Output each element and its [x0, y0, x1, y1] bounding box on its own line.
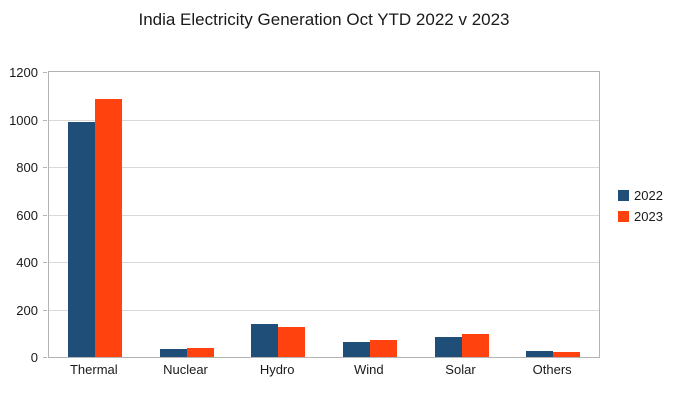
- x-axis: Thermal Nuclear Hydro Wind Solar Others: [48, 362, 600, 382]
- y-axis: 0 200 400 600 800 1000 1200: [0, 66, 48, 365]
- legend-label: 2022: [634, 188, 663, 203]
- plot-area: [48, 71, 600, 358]
- x-tick-label: Others: [532, 362, 572, 377]
- gridline: [49, 262, 599, 263]
- bar-2022-solar: [434, 336, 462, 357]
- chart-title: India Electricity Generation Oct YTD 202…: [138, 10, 510, 29]
- y-tickmark: [43, 262, 47, 263]
- legend-label: 2023: [634, 209, 663, 224]
- legend: 2022 2023: [618, 188, 663, 224]
- x-tick-label: Solar: [445, 362, 476, 377]
- bar-2023-solar: [461, 334, 489, 357]
- legend-swatch-2022: [618, 190, 629, 201]
- bar-2022-wind: [342, 341, 370, 357]
- y-tick-label: 400: [16, 255, 38, 270]
- y-tick-label: 800: [16, 160, 38, 175]
- legend-item-2023: 2023: [618, 209, 663, 224]
- bar-2023-wind: [369, 340, 397, 357]
- y-tickmark: [43, 309, 47, 311]
- y-tickmark: [43, 72, 47, 73]
- gridline: [49, 167, 599, 168]
- x-tick-label: Thermal: [69, 362, 118, 377]
- y-tick-label: 200: [16, 302, 38, 318]
- y-tickmark: [43, 119, 47, 121]
- bar-2023-hydro: [278, 327, 306, 357]
- x-tick-label: Nuclear: [163, 362, 208, 377]
- y-tickmark: [43, 167, 47, 168]
- x-tick-label: Hydro: [259, 362, 295, 377]
- y-tick-label: 1200: [9, 65, 38, 80]
- bar-2023-thermal: [94, 99, 122, 357]
- bar-2022-hydro: [251, 323, 279, 357]
- legend-item-2022: 2022: [618, 188, 663, 203]
- bar-2022-nuclear: [159, 348, 187, 357]
- y-tick-label: 0: [30, 350, 38, 365]
- bar-2022-thermal: [67, 121, 95, 357]
- bar-2022-others: [526, 351, 554, 357]
- x-tick-label: Wind: [354, 362, 384, 377]
- y-tick-label: 600: [16, 207, 38, 223]
- gridline: [49, 309, 599, 311]
- legend-swatch-2023: [618, 211, 629, 222]
- y-tickmark: [43, 214, 47, 216]
- gridline: [49, 214, 599, 216]
- bar-2023-nuclear: [186, 347, 214, 357]
- bar-2023-others: [553, 352, 581, 357]
- gridline: [49, 119, 599, 121]
- y-tickmark: [43, 357, 47, 358]
- y-tick-label: 1000: [9, 112, 38, 128]
